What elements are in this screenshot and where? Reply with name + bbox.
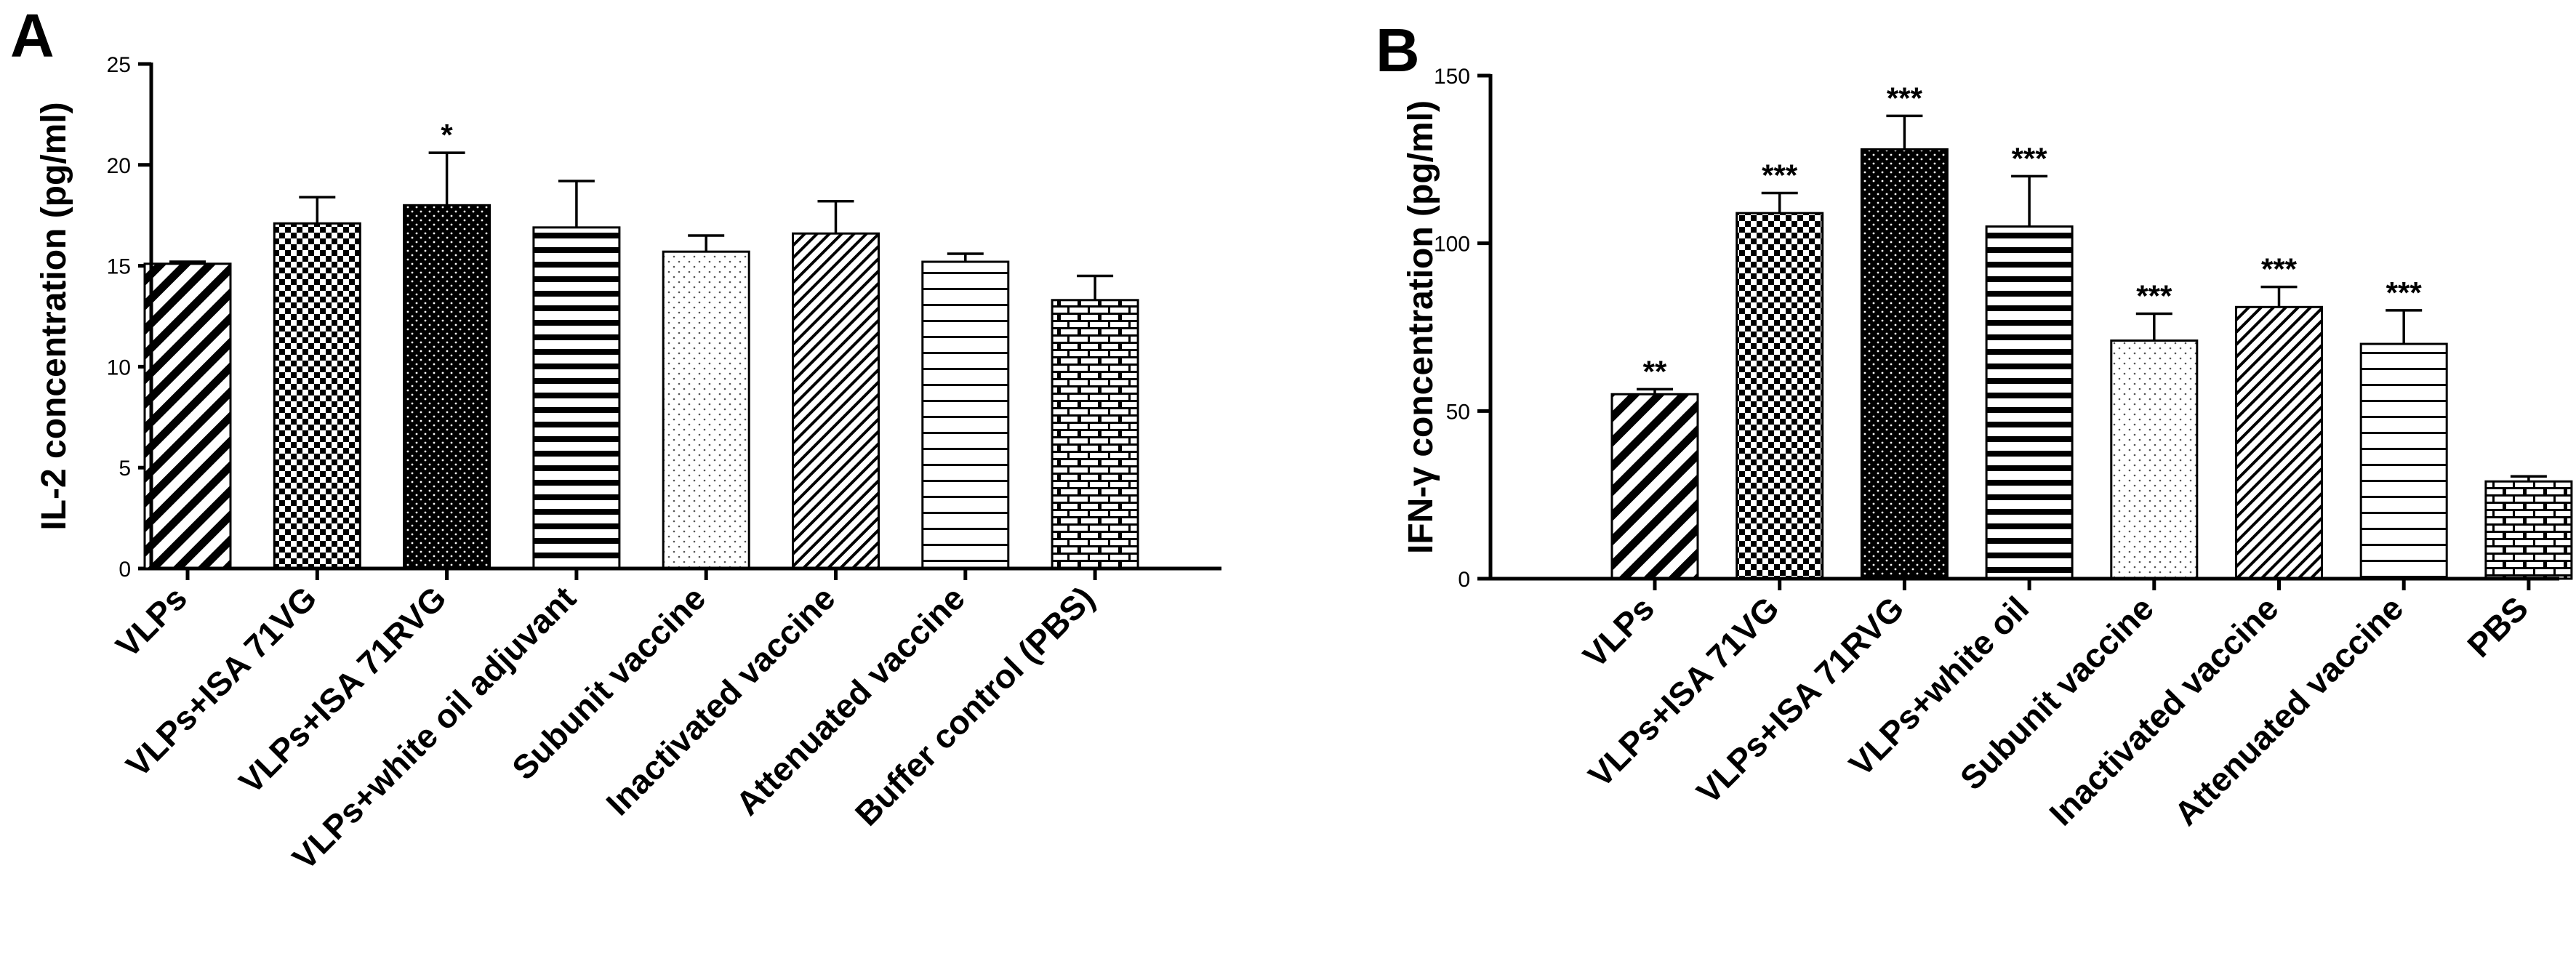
x-tick-label: VLPs+ISA 71RVG xyxy=(1689,589,1911,811)
x-tick-label: Attenuated vaccine xyxy=(729,579,972,822)
significance-label: * xyxy=(441,118,453,152)
y-tick-label: 20 xyxy=(107,154,131,178)
y-tick-label: 0 xyxy=(1458,568,1470,592)
x-tick-label: PBS xyxy=(2460,589,2535,664)
significance-label: *** xyxy=(2136,279,2172,313)
y-tick-label: 5 xyxy=(119,457,131,481)
x-tick-label: Buffer control (PBS) xyxy=(848,579,1102,832)
bar-3 xyxy=(1860,148,1949,580)
y-tick-label: 0 xyxy=(119,558,131,582)
panel-letter-a: A xyxy=(10,1,55,70)
panel-letter-b: B xyxy=(1376,16,1420,84)
bar-2 xyxy=(273,222,361,570)
bar-6 xyxy=(792,232,880,570)
y-tick-label: 50 xyxy=(1446,400,1470,424)
bar-3 xyxy=(403,204,491,570)
bar-1 xyxy=(143,262,232,570)
y-axis-label: IL-2 concentration (pg/ml) xyxy=(35,102,73,530)
bar-4 xyxy=(532,226,621,570)
panel-b-chart: B IFN-γ concentration (pg/ml) 0 50 100 150 ** V… xyxy=(1376,16,2573,832)
bar-7 xyxy=(921,260,1010,570)
x-tick-label: Inactivated vaccine xyxy=(2042,589,2285,832)
bar-1 xyxy=(1610,393,1699,580)
panel-a-chart: A IL-2 concentration (pg/ml) 0 5 10 15 20 25 VLP… xyxy=(10,1,1221,877)
y-tick-label: 100 xyxy=(1434,233,1470,257)
bar-6 xyxy=(2235,305,2323,580)
bar-2 xyxy=(1736,212,1824,580)
bar-5 xyxy=(662,250,750,570)
x-tick-label: Inactivated vaccine xyxy=(598,579,842,822)
y-tick-label: 15 xyxy=(107,255,131,279)
bar-8 xyxy=(1051,299,1139,570)
x-tick-label: VLPs xyxy=(1576,589,1661,675)
y-axis-label: IFN-γ concentration (pg/ml) xyxy=(1402,100,1440,554)
significance-label: *** xyxy=(1762,158,1798,192)
y-tick-label: 10 xyxy=(107,356,131,379)
significance-label: *** xyxy=(2386,276,2423,310)
bar-7 xyxy=(2359,342,2448,580)
bar-4 xyxy=(1985,225,2074,580)
y-tick-label: 150 xyxy=(1434,65,1470,89)
significance-label: *** xyxy=(2012,141,2048,175)
significance-label: *** xyxy=(2261,252,2298,286)
x-tick-label: VLPs xyxy=(108,579,194,664)
bar-5 xyxy=(2110,339,2199,580)
bar-8 xyxy=(2484,480,2573,580)
x-tick-label: Attenuated vaccine xyxy=(2167,589,2410,832)
significance-label: ** xyxy=(1643,354,1667,388)
significance-label: *** xyxy=(1887,81,1923,115)
y-tick-label: 25 xyxy=(107,53,131,77)
